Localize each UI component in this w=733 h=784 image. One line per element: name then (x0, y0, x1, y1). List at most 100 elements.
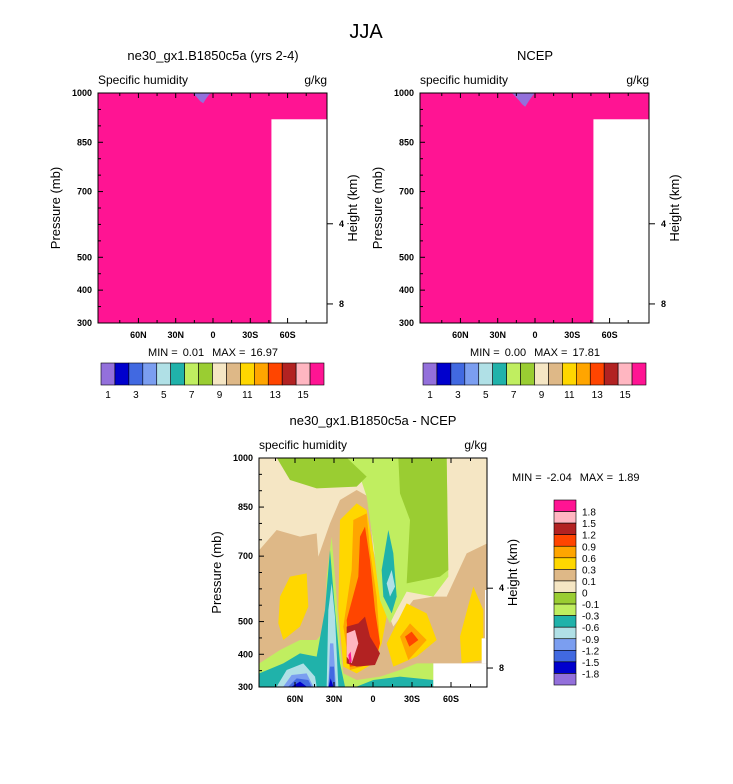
y-axis-label: Pressure (mb) (48, 167, 63, 249)
min: -2.04 (547, 472, 572, 484)
colorbar-swatch (553, 603, 577, 616)
colorbar-swatch (576, 362, 591, 386)
colorbar-swatch (464, 362, 480, 386)
colorbar-swatch (254, 362, 269, 386)
contour-field-1 (420, 93, 649, 324)
colorbar-label: 0.1 (582, 577, 596, 588)
min: 0.01 (183, 347, 204, 359)
colorbar-label: 5 (483, 390, 489, 401)
colorbar-swatch (226, 362, 241, 386)
colorbar-label: 9 (539, 390, 545, 401)
colorbar-swatch (506, 362, 521, 386)
min-label: MIN = (148, 347, 178, 359)
x-tick-label: 60S (602, 330, 618, 340)
y2-tick-label: 8 (499, 663, 504, 673)
colorbar-label: -1.2 (582, 646, 600, 657)
contour-shapes (259, 458, 487, 687)
axes-2: 300 400 500 700 850 1000 8 4 60N 30N 0 30S 60S ne30_g… (209, 413, 520, 704)
colorbar-swatch (492, 362, 507, 386)
y2-tick-label: 4 (661, 219, 666, 229)
y-tick-label: 500 (399, 252, 414, 262)
figure-title: JJA (349, 21, 383, 43)
colorbar-swatch (436, 362, 452, 386)
variable-label: Specific humidity (98, 73, 188, 87)
x-tick-label: 60N (452, 330, 469, 340)
colorbar-label: 0.9 (582, 542, 596, 553)
y2-axis-label: Height (km) (667, 174, 682, 241)
colorbar-label: -1.5 (582, 658, 600, 669)
colorbar-label: 1 (427, 390, 433, 401)
colorbar-label: 13 (270, 390, 282, 401)
colorbar-swatch (553, 592, 577, 605)
contour-region (381, 529, 397, 614)
y2-axis-label: Height (km) (345, 174, 360, 241)
axes-0: 300 400 500 700 850 1000 8 4 60N 30N 0 30S 60S ne30_g… (48, 48, 360, 340)
colorbar-label: 11 (242, 390, 253, 401)
contour-field-0 (98, 93, 327, 324)
colorbar-swatch (553, 580, 577, 593)
colorbar-swatch (553, 673, 577, 686)
colorbar-label: 1.8 (582, 508, 596, 519)
colorbar-swatch (267, 362, 283, 386)
panel-title: NCEP (517, 48, 553, 63)
contour-region (276, 458, 367, 489)
colorbar-0: 1 3 5 7 9 11 13 15 (100, 362, 325, 401)
colorbar-swatch (114, 362, 130, 386)
max: 16.97 (250, 347, 278, 359)
panel-title: ne30_gx1.B1850c5a - NCEP (290, 413, 457, 428)
contour-band-15 (98, 93, 327, 323)
y2-tick-label: 4 (499, 583, 504, 593)
x-tick-label: 30S (564, 330, 580, 340)
colorbar-swatch (422, 362, 438, 386)
colorbar-swatch (478, 362, 493, 386)
max: 17.81 (572, 347, 600, 359)
x-tick-label: 0 (532, 330, 537, 340)
x-tick-label: 60S (443, 694, 459, 704)
y2-axis-label: Height (km) (505, 539, 520, 606)
colorbar-2: 1.81.51.20.90.60.30.10-0.1-0.3-0.6-0.9-1… (553, 499, 600, 686)
missing-data-strip (319, 152, 327, 323)
y2-tick-label: 8 (339, 299, 344, 309)
y-axis-label: Pressure (mb) (209, 531, 224, 613)
x-tick-label: 30N (326, 694, 343, 704)
colorbar-label: 7 (189, 390, 195, 401)
min-max-readout: MIN = 0.00 MAX = 17.81 (470, 347, 600, 359)
colorbar-label: -0.1 (582, 600, 600, 611)
colorbar-swatch (295, 362, 311, 386)
min-max-readout: MIN = 0.01 MAX = 16.97 (148, 347, 278, 359)
colorbar-swatch (553, 534, 577, 547)
colorbar-label: 1.5 (582, 519, 596, 530)
colorbar-label: 15 (620, 390, 632, 401)
units-label: g/kg (464, 438, 487, 452)
colorbar-swatch (553, 650, 577, 663)
colorbar-swatch (553, 661, 577, 674)
missing-data-strip (641, 152, 649, 323)
min-label: MIN = (512, 472, 542, 484)
panel-title: ne30_gx1.B1850c5a (yrs 2-4) (127, 48, 298, 63)
x-tick-label: 60N (287, 694, 304, 704)
x-tick-label: 30S (242, 330, 258, 340)
y-tick-label: 500 (238, 617, 253, 627)
colorbar-label: 7 (511, 390, 517, 401)
missing-data-strip (484, 589, 487, 639)
missing-data-region (593, 119, 649, 324)
colorbar-swatch (562, 362, 577, 386)
colorbar-label: 13 (592, 390, 604, 401)
contour-region (328, 678, 334, 687)
colorbar-swatch (553, 511, 577, 524)
y-tick-label: 1000 (72, 88, 92, 98)
colorbar-swatch (553, 615, 577, 628)
colorbar-label: 9 (217, 390, 223, 401)
contour-region (386, 569, 395, 597)
y-tick-label: 850 (77, 137, 92, 147)
colorbar-label: 1 (105, 390, 111, 401)
y-tick-label: 300 (77, 318, 92, 328)
colorbar-swatch (156, 362, 171, 386)
min-max-readout: MIN = -2.04 MAX = 1.89 (512, 472, 639, 484)
colorbar-swatch (553, 499, 577, 512)
y2-tick-label: 4 (339, 219, 344, 229)
variable-label: specific humidity (259, 438, 347, 452)
x-tick-label: 0 (370, 694, 375, 704)
colorbar-swatch (553, 638, 577, 651)
